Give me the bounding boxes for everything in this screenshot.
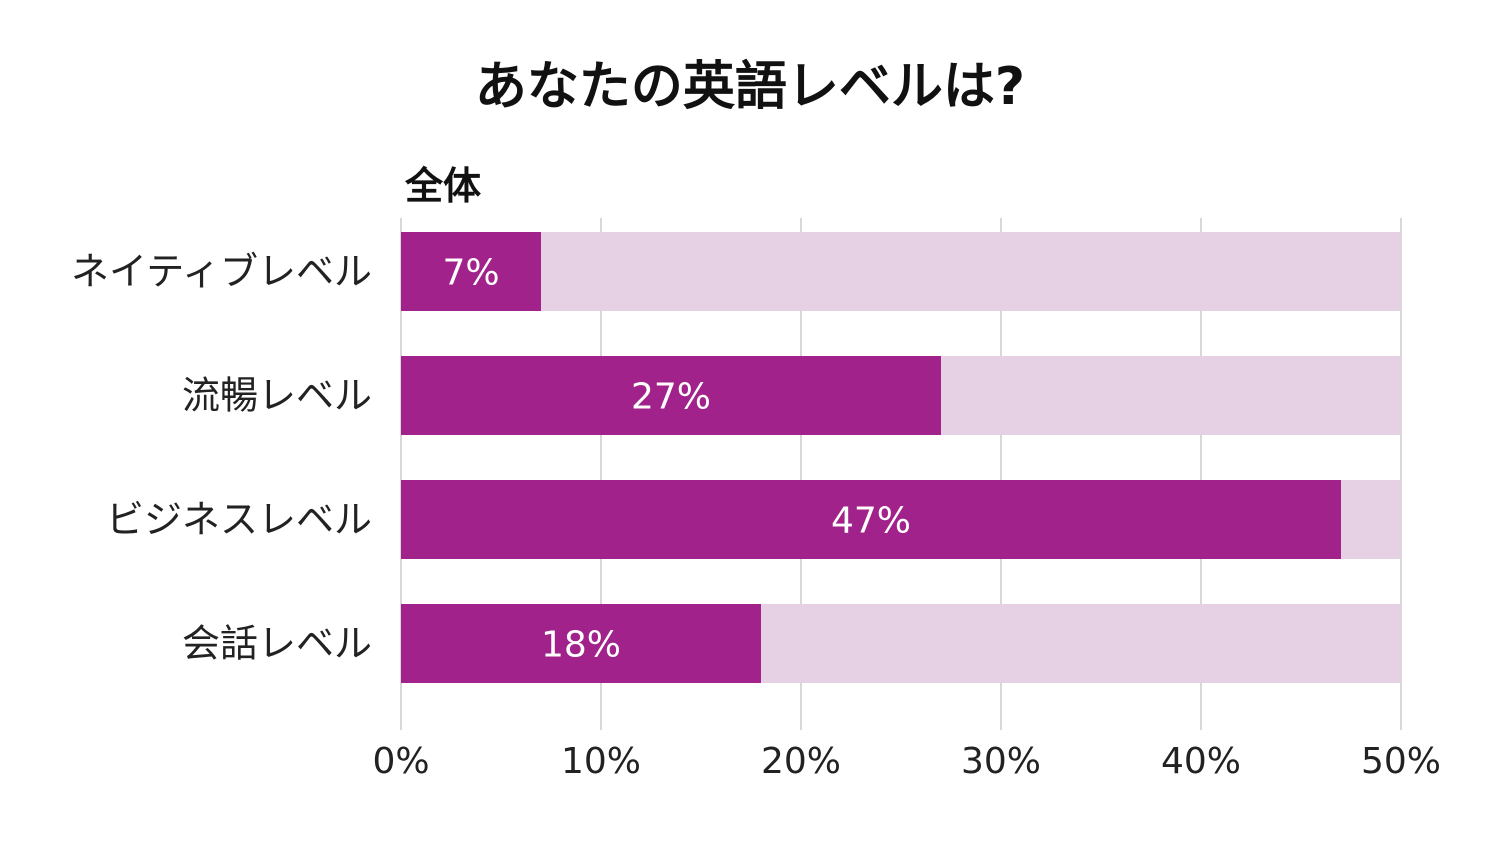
- bar: [401, 232, 541, 311]
- category-label: 流暢レベル: [182, 374, 372, 418]
- data-labels: 7% 27% 47% 18%: [442, 253, 911, 666]
- x-tick-label: 50%: [1361, 741, 1441, 782]
- bar: [401, 356, 941, 435]
- data-label: 47%: [831, 501, 911, 542]
- category-label: 会話レベル: [182, 622, 372, 666]
- x-tick-label: 20%: [761, 741, 841, 782]
- x-tick-label: 40%: [1161, 741, 1241, 782]
- bars: [401, 232, 1341, 683]
- data-label: 18%: [541, 625, 621, 666]
- bar: [401, 480, 1341, 559]
- x-tick-label: 0%: [372, 741, 429, 782]
- x-axis-tick-labels: 0% 10% 20% 30% 40% 50%: [372, 741, 1441, 782]
- x-tick-label: 30%: [961, 741, 1041, 782]
- bar-track: [401, 232, 1401, 311]
- bar: [401, 604, 761, 683]
- data-label: 27%: [631, 377, 711, 418]
- chart-subtitle: 全体: [405, 164, 482, 208]
- category-label: ビジネスレベル: [106, 498, 372, 542]
- category-label: ネイティブレベル: [71, 250, 372, 294]
- chart-title: あなたの英語レベルは?: [474, 57, 1026, 117]
- data-label: 7%: [442, 253, 499, 294]
- x-tick-label: 10%: [561, 741, 641, 782]
